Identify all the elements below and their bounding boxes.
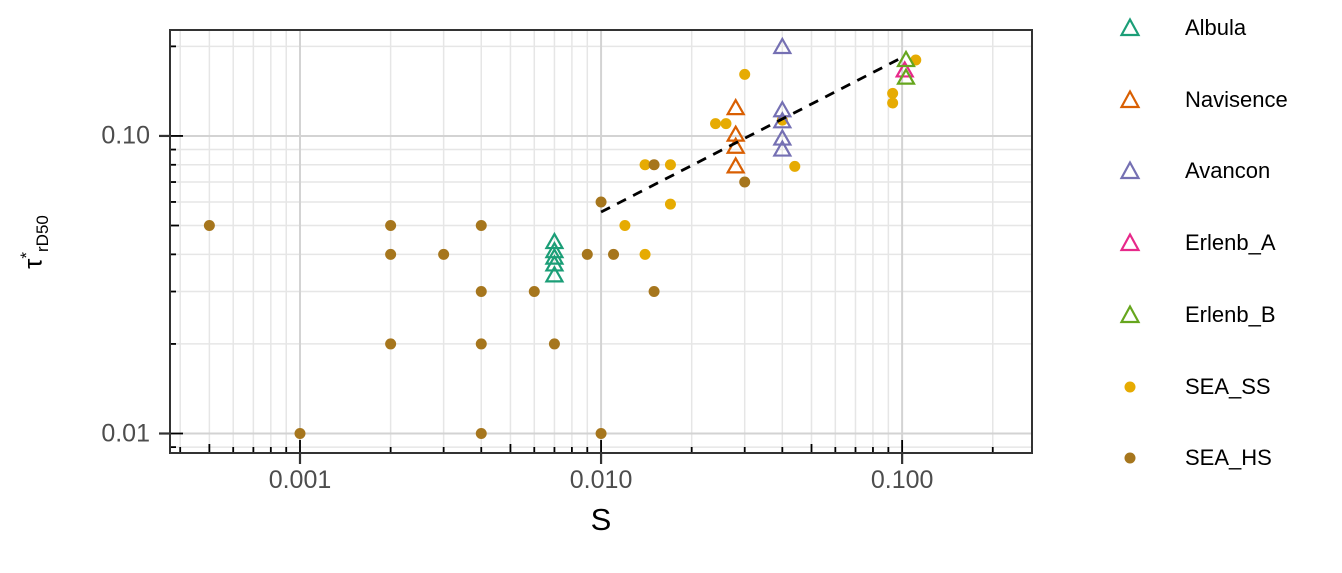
legend-label: SEA_SS xyxy=(1185,373,1271,399)
data-point-avancon xyxy=(772,100,793,118)
y-axis-title-superscript: * xyxy=(17,251,36,259)
data-point-sea-ss xyxy=(739,68,751,80)
legend-item-sea-ss: SEA_SS xyxy=(1105,370,1271,404)
data-point-navisence xyxy=(725,156,746,174)
x-axis-tick-label: 0.100 xyxy=(870,466,934,494)
y-axis-title: τ*rD50 xyxy=(11,157,52,327)
legend-circle-icon xyxy=(1105,446,1155,470)
data-point-erlenb-a xyxy=(894,60,915,78)
data-point-albula xyxy=(544,247,565,265)
data-point-sea-ss xyxy=(664,159,676,171)
legend-triangle-icon xyxy=(1105,88,1155,112)
legend-label: Erlenb_B xyxy=(1185,301,1276,327)
data-point-sea-hs xyxy=(528,286,540,298)
x-axis-tick-label: 0.010 xyxy=(569,466,633,494)
data-point-sea-hs xyxy=(385,338,397,350)
data-point-navisence xyxy=(725,97,746,116)
legend-triangle-icon xyxy=(1105,303,1155,327)
data-point-albula xyxy=(544,254,565,272)
data-point-sea-hs xyxy=(648,286,660,298)
data-point-sea-hs xyxy=(595,428,607,440)
data-point-sea-ss xyxy=(664,198,676,210)
legend-item-albula: Albula xyxy=(1105,11,1246,45)
y-axis-title-subscript: rD50 xyxy=(32,215,52,252)
data-point-erlenb-b xyxy=(896,49,916,68)
legend-item-navisence: Navisence xyxy=(1105,83,1288,117)
data-point-sea-ss xyxy=(887,87,899,99)
legend-label: Navisence xyxy=(1185,86,1288,112)
x-axis-tick-label: 0.001 xyxy=(268,466,332,494)
data-point-sea-hs xyxy=(294,428,306,440)
data-point-sea-hs xyxy=(475,428,487,440)
legend-item-erlenb-a: Erlenb_A xyxy=(1105,226,1276,260)
data-point-sea-ss xyxy=(639,159,651,171)
legend-triangle-icon xyxy=(1105,231,1155,255)
legend-label: Erlenb_A xyxy=(1185,230,1276,256)
data-point-albula xyxy=(544,265,565,283)
data-point-avancon xyxy=(772,128,793,146)
data-point-sea-hs xyxy=(475,220,487,232)
y-axis-tick-label: 0.10 xyxy=(101,121,150,150)
y-axis-tick-label: 0.01 xyxy=(101,419,150,447)
legend-label: SEA_HS xyxy=(1185,445,1272,471)
data-point-sea-ss xyxy=(710,118,722,130)
legend-label: Avancon xyxy=(1185,158,1271,184)
data-point-sea-hs xyxy=(648,159,660,171)
data-point-sea-hs xyxy=(203,220,215,232)
trend-line xyxy=(600,55,904,214)
data-point-sea-ss xyxy=(887,97,899,109)
data-point-sea-ss xyxy=(720,118,732,130)
legend-item-erlenb-b: Erlenb_B xyxy=(1105,298,1276,332)
data-point-sea-hs xyxy=(385,248,397,260)
data-point-sea-hs xyxy=(595,196,607,208)
y-axis-title-base: τ xyxy=(17,258,48,269)
legend-circle-icon xyxy=(1105,375,1155,399)
legend: Albula Navisence Avancon Erlenb_A Erlenb_B SE… xyxy=(1105,0,1342,573)
data-point-sea-hs xyxy=(475,286,487,298)
data-point-erlenb-b xyxy=(896,67,916,85)
legend-item-sea-hs: SEA_HS xyxy=(1105,441,1272,475)
data-point-sea-ss xyxy=(639,248,651,260)
x-axis-title: S xyxy=(590,502,612,537)
data-point-sea-ss xyxy=(619,220,631,232)
legend-triangle-icon xyxy=(1105,16,1155,40)
data-point-sea-hs xyxy=(438,248,450,260)
data-point-sea-ss xyxy=(789,160,801,172)
legend-label: Albula xyxy=(1185,15,1247,40)
data-point-sea-hs xyxy=(739,176,751,188)
legend-item-avancon: Avancon xyxy=(1105,154,1270,188)
data-point-sea-hs xyxy=(548,338,560,350)
legend-triangle-icon xyxy=(1105,159,1155,183)
data-point-sea-hs xyxy=(581,248,593,260)
data-point-sea-hs xyxy=(475,338,487,350)
data-point-avancon xyxy=(772,36,793,55)
data-point-sea-hs xyxy=(385,220,397,232)
data-point-sea-hs xyxy=(608,248,620,260)
data-point-avancon xyxy=(772,139,793,157)
